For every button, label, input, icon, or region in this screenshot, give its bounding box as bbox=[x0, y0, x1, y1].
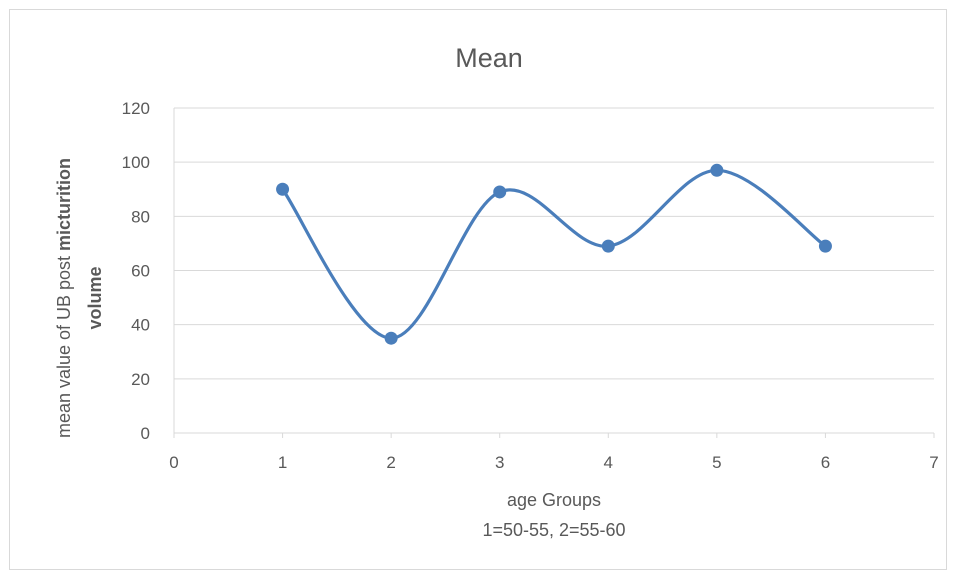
data-point bbox=[493, 185, 507, 199]
x-tick-label: 5 bbox=[712, 453, 721, 472]
x-tick-label: 2 bbox=[386, 453, 395, 472]
y-tick-label: 20 bbox=[131, 370, 150, 389]
x-axis-title: age Groups bbox=[507, 490, 601, 510]
x-tick-label: 0 bbox=[169, 453, 178, 472]
y-axis-title-part1: mean value of UB post bbox=[54, 251, 74, 438]
data-point bbox=[276, 182, 290, 196]
y-tick-label: 0 bbox=[141, 424, 150, 443]
x-tick-label: 6 bbox=[821, 453, 830, 472]
y-tick-label: 60 bbox=[131, 262, 150, 281]
series-layer bbox=[276, 163, 832, 345]
y-axis-title-part2: micturition bbox=[54, 158, 74, 251]
x-axis-note: 1=50-55, 2=55-60 bbox=[482, 520, 625, 540]
y-tick-label: 100 bbox=[122, 153, 150, 172]
axis-layer bbox=[173, 108, 935, 438]
x-tick-label: 7 bbox=[929, 453, 938, 472]
data-point bbox=[818, 239, 832, 253]
label-layer: 0 20 40 60 80 100 120 0 1 2 3 4 5 6 7 bbox=[122, 99, 939, 472]
data-point bbox=[710, 163, 724, 177]
y-tick-label: 40 bbox=[131, 316, 150, 335]
chart-title: Mean bbox=[455, 43, 523, 73]
grid-layer bbox=[174, 107, 934, 380]
series-line bbox=[280, 168, 828, 340]
x-tick-label: 4 bbox=[604, 453, 613, 472]
y-tick-label: 120 bbox=[122, 99, 150, 118]
x-tick-label: 1 bbox=[278, 453, 287, 472]
y-axis-title: mean value of UB post micturition bbox=[54, 158, 74, 438]
data-point bbox=[384, 331, 398, 345]
y-axis-title-line2: volume bbox=[85, 266, 105, 329]
x-tick-label: 3 bbox=[495, 453, 504, 472]
y-tick-label: 80 bbox=[131, 207, 150, 226]
chart-frame bbox=[9, 9, 947, 570]
data-point bbox=[601, 239, 615, 253]
